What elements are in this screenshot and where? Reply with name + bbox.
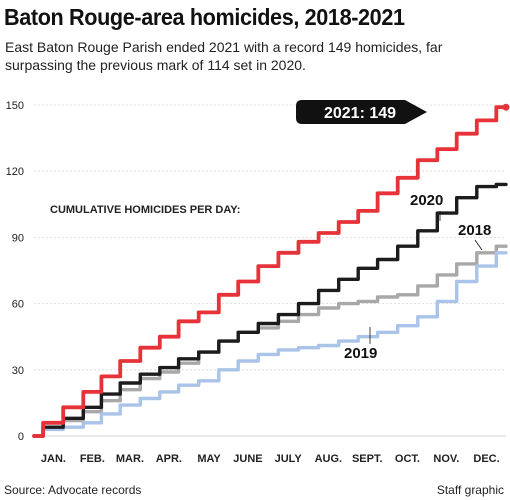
y-tick-label-90: 90 xyxy=(12,232,24,244)
final-value-callout-label: 2021: 149 xyxy=(324,105,396,122)
y-tick-label-0: 0 xyxy=(18,431,24,443)
y-tick-label-60: 60 xyxy=(12,299,24,311)
chart-title: CUMULATIVE HOMICIDES PER DAY: xyxy=(50,204,240,216)
x-tick-label-apr: APR. xyxy=(156,453,182,465)
y-tick-label-150: 150 xyxy=(6,100,24,112)
final-value-callout-box xyxy=(296,100,427,124)
x-tick-label-feb: FEB. xyxy=(80,453,105,465)
series-line-2020 xyxy=(32,182,508,438)
staff-graphic-credit: Staff graphic xyxy=(436,483,504,497)
series-label-2019: 2019 xyxy=(344,345,377,362)
x-tick-label-jan: JAN. xyxy=(41,453,66,465)
x-tick-label-june: JUNE xyxy=(233,453,262,465)
series-label-leader-2018 xyxy=(474,239,483,251)
series-line-2021 xyxy=(32,105,508,438)
series-line-2018 xyxy=(32,244,508,438)
series-label-2020: 2020 xyxy=(410,192,443,209)
x-tick-label-nov: NOV. xyxy=(433,453,459,465)
x-tick-label-dec: DEC. xyxy=(473,453,499,465)
x-tick-label-may: MAY xyxy=(197,453,221,465)
source-note: Source: Advocate records xyxy=(4,483,142,497)
y-tick-label-120: 120 xyxy=(6,166,24,178)
subheadline: East Baton Rouge Parish ended 2021 with … xyxy=(5,39,443,73)
series-line-2019 xyxy=(32,251,508,438)
final-value-point-2021 xyxy=(502,103,510,111)
y-tick-label-30: 30 xyxy=(12,365,24,377)
x-tick-label-july: JULY xyxy=(275,453,303,465)
x-tick-label-sept: SEPT. xyxy=(352,453,383,465)
headline: Baton Rouge-area homicides, 2018-2021 xyxy=(4,4,405,30)
x-tick-label-mar: MAR. xyxy=(116,453,144,465)
x-tick-label-aug: AUG. xyxy=(315,453,343,465)
series-label-2018: 2018 xyxy=(458,222,491,239)
x-tick-label-oct: OCT. xyxy=(395,453,420,465)
